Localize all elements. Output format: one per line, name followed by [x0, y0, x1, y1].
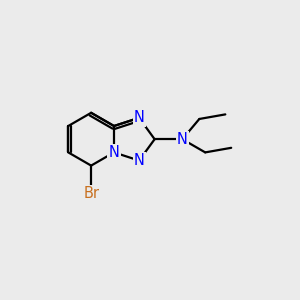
Text: N: N [109, 145, 119, 160]
Text: N: N [177, 132, 188, 147]
Text: Br: Br [83, 186, 99, 201]
Text: N: N [134, 110, 145, 125]
Text: N: N [134, 153, 145, 168]
